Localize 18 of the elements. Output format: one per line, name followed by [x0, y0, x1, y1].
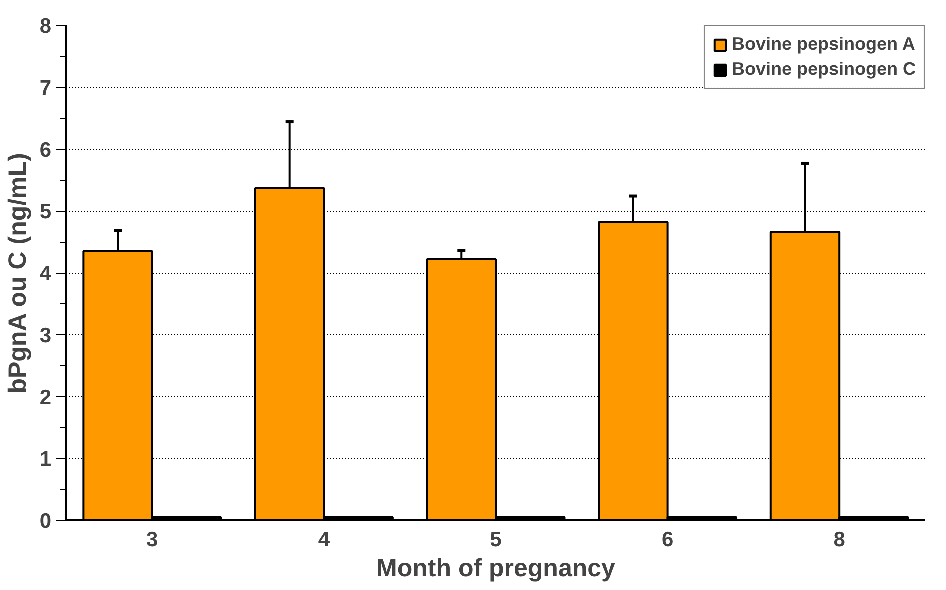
y-tick-label: 0	[40, 510, 52, 533]
y-tick-label: 8	[40, 15, 52, 38]
x-tick-label: 6	[662, 528, 674, 552]
x-tick-label: 4	[318, 528, 330, 552]
y-tick-label: 1	[40, 448, 52, 472]
y-tick-label: 5	[40, 200, 52, 224]
legend-label: Bovine pepsinogen A	[732, 34, 916, 55]
legend-label: Bovine pepsinogen C	[732, 59, 916, 80]
y-tick-label: 6	[40, 138, 52, 162]
x-tick-label: 8	[834, 528, 846, 552]
y-tick-label: 3	[40, 324, 52, 348]
x-axis-title: Month of pregnancy	[376, 554, 616, 582]
x-tick-label: 3	[146, 528, 158, 552]
y-tick-label: 4	[40, 262, 52, 286]
y-axis-title: bPgnA ou C (ng/mL)	[4, 153, 32, 394]
x-tick-label: 5	[490, 528, 502, 552]
y-tick-label: 7	[40, 76, 52, 100]
y-tick-label: 2	[40, 386, 52, 410]
